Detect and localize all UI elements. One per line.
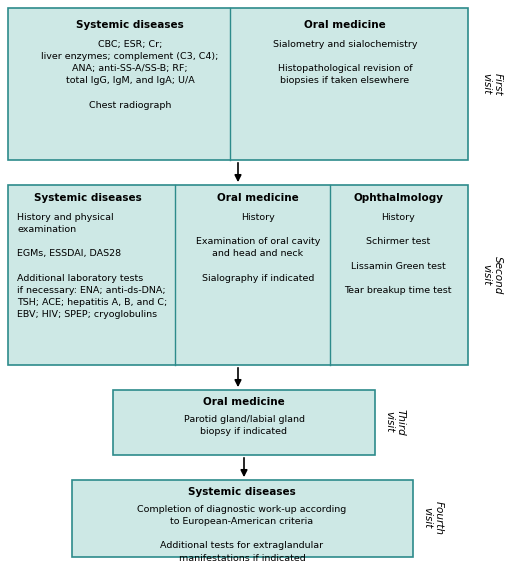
Text: Second
visit: Second visit [481, 256, 503, 294]
Text: Systemic diseases: Systemic diseases [76, 20, 184, 30]
Text: CBC; ESR; Cr;
liver enzymes; complement (C3, C4);
ANA; anti-SS-A/SS-B; RF;
total: CBC; ESR; Cr; liver enzymes; complement … [41, 40, 219, 110]
Bar [8, 8, 468, 160]
Text: Ophthalmology: Ophthalmology [353, 193, 443, 203]
Bar [72, 480, 413, 557]
Text: Sialometry and sialochemistry

Histopathological revision of
biopsies if taken e: Sialometry and sialochemistry Histopatho… [273, 40, 417, 85]
Text: History

Schirmer test

Lissamin Green test

Tear breakup time test: History Schirmer test Lissamin Green tes… [344, 213, 452, 295]
Text: Third
visit: Third visit [384, 408, 406, 436]
Text: History and physical
examination

EGMs, ESSDAI, DAS28

Additional laboratory tes: History and physical examination EGMs, E… [17, 213, 167, 319]
Text: Oral medicine: Oral medicine [203, 397, 285, 407]
Text: Fourth
visit: Fourth visit [422, 501, 444, 535]
Text: Parotid gland/labial gland
biopsy if indicated: Parotid gland/labial gland biopsy if ind… [183, 415, 305, 436]
Text: Completion of diagnostic work-up according
to European-American criteria

Additi: Completion of diagnostic work-up accordi… [137, 505, 346, 563]
Bar [113, 390, 375, 455]
Text: History

Examination of oral cavity
and head and neck

Sialography if indicated: History Examination of oral cavity and h… [196, 213, 320, 282]
Text: Oral medicine: Oral medicine [217, 193, 299, 203]
Text: Systemic diseases: Systemic diseases [34, 193, 142, 203]
Text: First
visit: First visit [481, 73, 503, 95]
Text: Oral medicine: Oral medicine [304, 20, 386, 30]
Bar [8, 185, 468, 365]
Text: Systemic diseases: Systemic diseases [188, 487, 296, 497]
